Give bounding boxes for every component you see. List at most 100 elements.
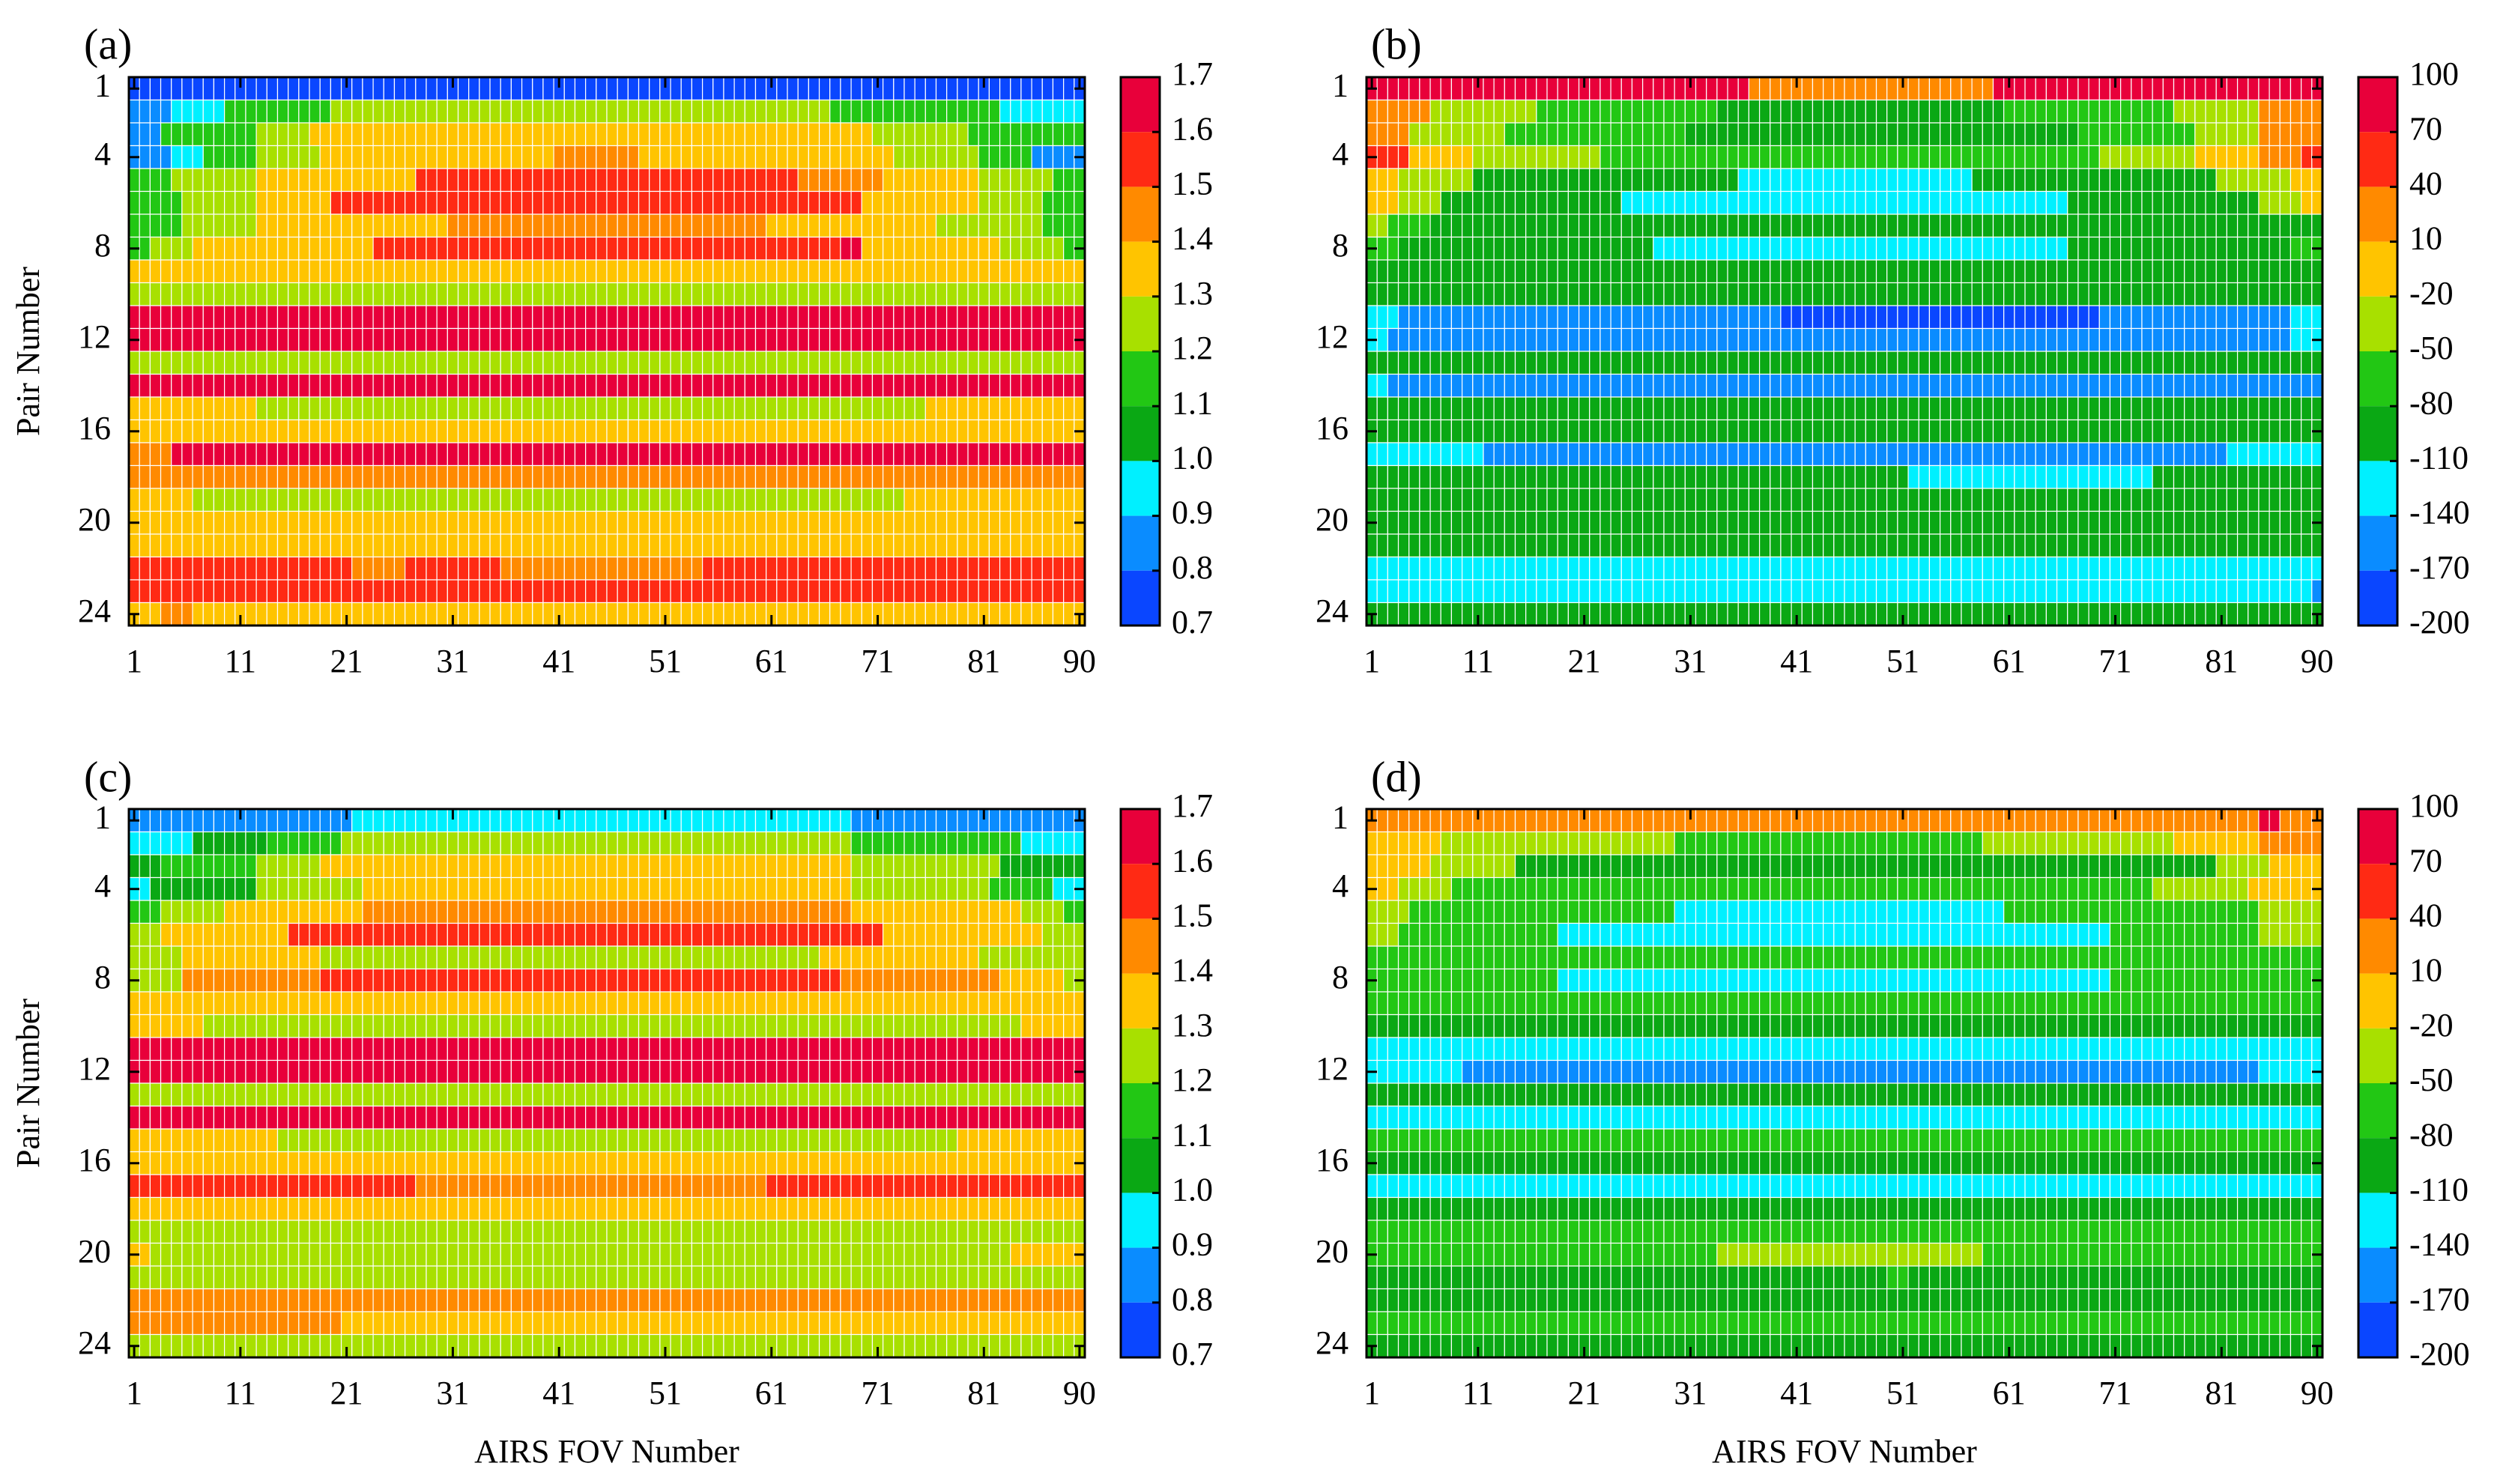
heatmap-cell — [319, 122, 331, 147]
heatmap-cell — [298, 190, 310, 215]
heatmap-cell — [1546, 99, 1558, 124]
heatmap-cell — [202, 327, 215, 352]
heatmap-cell — [967, 533, 979, 558]
heatmap-cell — [946, 305, 958, 330]
heatmap-cell — [670, 145, 682, 169]
heatmap-cell — [192, 259, 204, 284]
heatmap-cell — [1854, 213, 1866, 238]
heatmap-cell — [808, 442, 820, 467]
heatmap-cell — [1875, 99, 1888, 124]
heatmap-cell — [1716, 510, 1728, 535]
heatmap-cell — [330, 190, 342, 215]
heatmap-cell — [1461, 99, 1474, 124]
heatmap-cell — [1376, 305, 1388, 330]
heatmap-cell — [1397, 327, 1410, 352]
heatmap-cell — [1992, 419, 2005, 443]
heatmap-cell — [351, 922, 363, 947]
heatmap-cell — [670, 442, 682, 467]
heatmap-cell — [871, 373, 884, 398]
heatmap-cell — [1940, 373, 1952, 398]
heatmap-cell — [1041, 168, 1054, 193]
heatmap-cell — [2279, 464, 2292, 489]
heatmap-cell — [383, 168, 396, 193]
heatmap-cell — [957, 556, 969, 581]
heatmap-cell — [2311, 213, 2323, 238]
heatmap-cell — [521, 259, 533, 284]
heatmap-cell — [1992, 76, 2005, 101]
heatmap-cell — [2152, 373, 2164, 398]
heatmap-cell — [924, 259, 937, 284]
heatmap-cell — [1716, 76, 1728, 101]
heatmap-cell — [2067, 305, 2079, 330]
heatmap-cell — [468, 556, 480, 581]
heatmap-cell — [447, 327, 459, 352]
heatmap-cell — [563, 351, 576, 375]
heatmap-cell — [1844, 213, 1856, 238]
heatmap-cell — [1408, 464, 1420, 489]
heatmap-cell — [1642, 464, 1654, 489]
heatmap-cell — [2077, 510, 2089, 535]
heatmap-cell — [2269, 145, 2280, 169]
heatmap-cell — [1408, 373, 1420, 398]
heatmap-cell — [670, 259, 682, 284]
heatmap-cell — [521, 556, 533, 581]
heatmap-cell — [1653, 419, 1665, 443]
heatmap-cell — [1791, 259, 1803, 284]
heatmap-cell — [1387, 168, 1399, 193]
heatmap-cell — [2184, 145, 2196, 169]
heatmap-cell — [405, 510, 417, 535]
heatmap-cell — [2024, 351, 2036, 375]
heatmap-cell — [808, 831, 820, 855]
heatmap-cell — [712, 900, 724, 924]
heatmap-cell — [2098, 579, 2111, 604]
heatmap-cell — [2035, 464, 2047, 489]
heatmap-cell — [1031, 510, 1043, 535]
heatmap-cell — [2173, 533, 2185, 558]
heatmap-cell — [924, 419, 937, 443]
heatmap-cell — [967, 282, 979, 306]
heatmap-cell — [245, 900, 257, 924]
heatmap-cell — [383, 145, 396, 169]
heatmap-cell — [829, 259, 841, 284]
heatmap-cell — [585, 419, 597, 443]
heatmap-cell — [160, 168, 172, 193]
heatmap-cell — [2289, 488, 2302, 512]
heatmap-cell — [1610, 442, 1622, 467]
heatmap-cell — [2205, 533, 2217, 558]
heatmap-cell — [340, 579, 353, 604]
panel-label: (b) — [1371, 19, 1422, 68]
heatmap-cell — [957, 488, 969, 512]
heatmap-cell — [245, 488, 257, 512]
heatmap-cell — [1674, 282, 1686, 306]
heatmap-cell — [500, 922, 512, 947]
heatmap-cell — [1940, 76, 1952, 101]
heatmap-cell — [340, 900, 353, 924]
heatmap-cell — [797, 351, 809, 375]
heatmap-cell — [1907, 236, 1919, 261]
heatmap-cell — [585, 190, 597, 215]
heatmap-cell — [627, 351, 640, 375]
heatmap-cell — [224, 99, 236, 124]
heatmap-cell — [2045, 602, 2058, 626]
heatmap-cell — [171, 282, 183, 306]
heatmap-cell — [1653, 259, 1665, 284]
heatmap-cell — [245, 213, 257, 238]
heatmap-cell — [1940, 419, 1952, 443]
heatmap-cell — [861, 831, 874, 855]
heatmap-cell — [893, 808, 905, 833]
heatmap-cell — [1961, 579, 1973, 604]
heatmap-cell — [202, 373, 215, 398]
heatmap-cell — [255, 259, 267, 284]
heatmap-cell — [468, 373, 480, 398]
heatmap-cell — [1674, 99, 1686, 124]
heatmap-cell — [436, 282, 448, 306]
heatmap-cell — [2003, 213, 2015, 238]
heatmap-cell — [787, 419, 799, 443]
heatmap-cell — [723, 854, 735, 879]
heatmap-cell — [1812, 213, 1824, 238]
heatmap-cell — [999, 831, 1011, 855]
heatmap-cell — [1074, 259, 1086, 284]
heatmap-cell — [2205, 145, 2217, 169]
heatmap-cell — [1599, 373, 1611, 398]
heatmap-cell — [1514, 327, 1527, 352]
